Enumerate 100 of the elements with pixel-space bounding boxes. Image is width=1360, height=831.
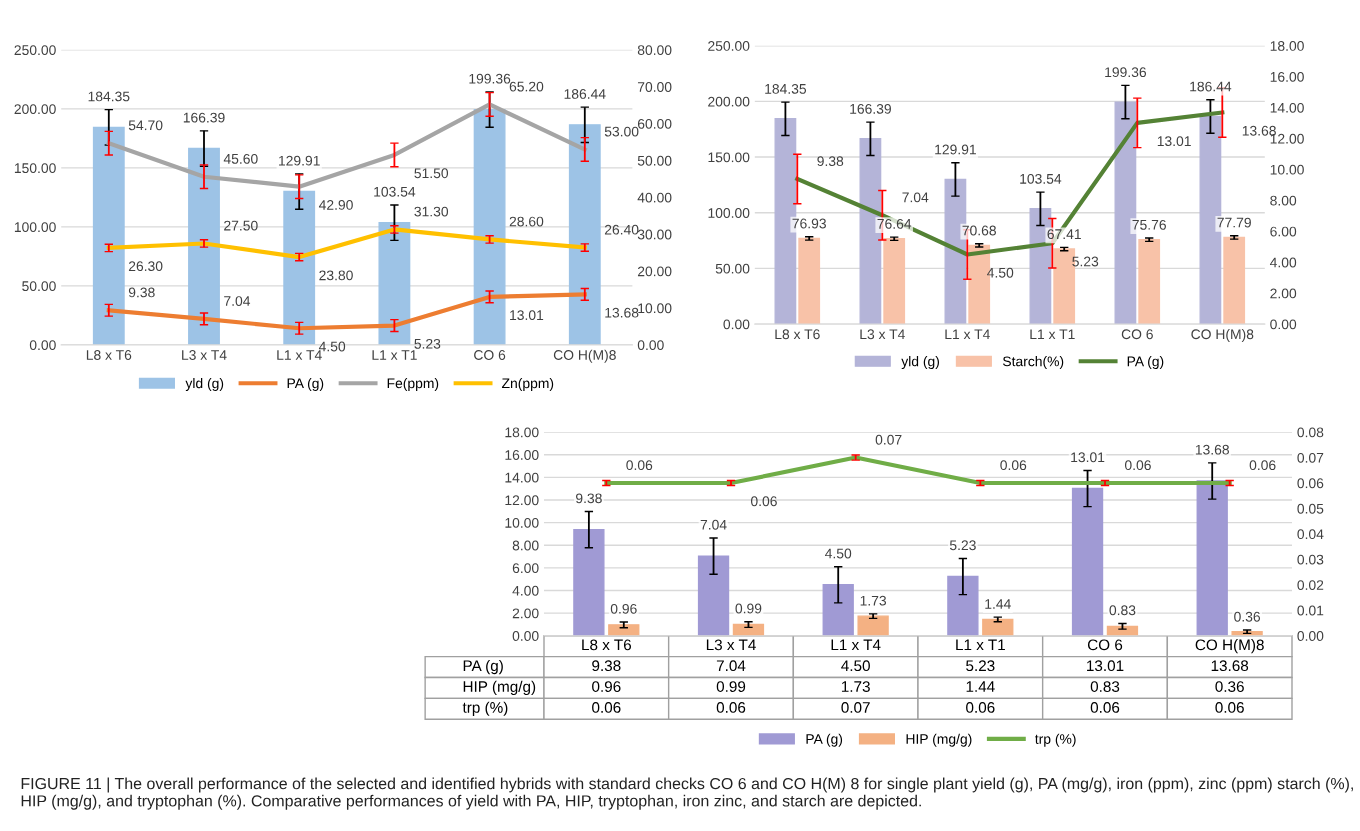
- y2-tick-label: 0.08: [1297, 427, 1324, 438]
- bar: [1138, 239, 1161, 325]
- legend-label: Fe(ppm): [387, 378, 439, 391]
- text: 5.23: [949, 540, 976, 551]
- data-label: 53.00: [604, 126, 639, 137]
- data-label: 76.93: [792, 218, 826, 229]
- data-label: 76.64: [877, 218, 912, 229]
- data-label: 166.39: [183, 112, 225, 123]
- text: 13.01: [1071, 452, 1105, 463]
- data-label: 0.36: [1215, 681, 1244, 692]
- y2-tick-label: 0.06: [1297, 478, 1324, 489]
- y-tick-label: 14.00: [505, 472, 539, 483]
- y-tick-label: 150.00: [14, 163, 56, 174]
- x-tick-label: L8 x T6: [775, 329, 820, 340]
- data-label: 77.79: [1217, 217, 1251, 228]
- text: 0.36: [1234, 611, 1261, 622]
- y-tick-label: 2.00: [512, 608, 539, 619]
- text: 0.06: [1000, 460, 1027, 471]
- data-label: 28.60: [509, 216, 544, 227]
- text: 0.06: [626, 460, 653, 471]
- data-label: 186.44: [1190, 81, 1232, 92]
- y2-tick-label: 0.00: [1297, 631, 1324, 641]
- y-tick-label: 10.00: [505, 517, 539, 528]
- text: 0.96: [610, 603, 637, 614]
- bar: [982, 618, 1014, 636]
- x-tick-label: L3 x T4: [182, 350, 227, 360]
- text: trp (%): [462, 701, 508, 716]
- bar: [473, 108, 506, 345]
- x-tick-label: L1 x T4: [945, 329, 990, 340]
- y2-tick-label: 0.01: [1297, 605, 1324, 616]
- text: 7.04: [700, 519, 727, 530]
- y2-tick-label: 30.00: [637, 229, 672, 240]
- data-label: 0.06: [966, 702, 995, 713]
- data-label: 65.20: [509, 81, 544, 92]
- data-label: 31.30: [414, 206, 449, 217]
- x-tick-label: L1 x T4: [831, 639, 881, 651]
- bar: [568, 124, 601, 345]
- y2-tick-label: 0.05: [1297, 503, 1324, 514]
- data-label: 27.50: [224, 220, 258, 231]
- y2-tick-label: 10.00: [638, 303, 672, 314]
- data-label: 75.76: [1132, 219, 1166, 230]
- y2-tick-label: 20.00: [637, 266, 672, 277]
- text: 13.68: [1195, 444, 1229, 455]
- data-label: 0.06: [592, 702, 621, 713]
- data-label: 0.96: [592, 681, 621, 692]
- y-tick-label: 200.00: [708, 96, 750, 107]
- data-label: 26.30: [128, 261, 163, 272]
- text: 1.44: [985, 599, 1011, 609]
- bar: [1071, 487, 1104, 636]
- x-tick-label: L1 x T1: [372, 350, 417, 360]
- legend-label: PA (g): [806, 733, 843, 747]
- y2-tick-label: 0.07: [1297, 452, 1324, 463]
- y-tick-label: 250.00: [14, 45, 56, 56]
- legend-label: PA (g): [287, 378, 324, 391]
- y2-tick-label: 16.00: [1270, 71, 1304, 82]
- data-label: 13.01: [1087, 660, 1124, 672]
- data-label: 199.36: [1105, 67, 1147, 78]
- y-tick-label: 16.00: [505, 450, 539, 460]
- text: PA (g): [463, 659, 503, 675]
- data-label: 42.90: [318, 200, 353, 210]
- data-label: 1.73: [841, 681, 870, 692]
- text: 4.50: [825, 548, 852, 559]
- data-label: 9.38: [817, 156, 844, 167]
- bar: [378, 221, 411, 345]
- data-label: 67.41: [1047, 229, 1081, 240]
- data-label: 0.06: [716, 702, 746, 713]
- data-label: 0.83: [1090, 681, 1120, 692]
- data-label: 5.23: [1072, 256, 1099, 267]
- data-label: 0.06: [1090, 702, 1120, 713]
- legend-label: Starch(%): [1002, 356, 1064, 370]
- x-tick-label: L8 x T6: [86, 350, 132, 360]
- data-label: 7.04: [224, 296, 251, 306]
- data-label: 4.50: [318, 341, 346, 352]
- text: 0.83: [1109, 605, 1136, 616]
- text: 1.73: [860, 595, 887, 606]
- y2-tick-label: 80.00: [637, 45, 672, 56]
- x-tick-label: CO 6: [1121, 329, 1153, 340]
- data-label: 51.50: [414, 168, 449, 179]
- legend-label: trp (%): [1035, 733, 1076, 747]
- bar: [697, 555, 730, 636]
- text: 0.06: [1124, 460, 1151, 471]
- bar: [1196, 480, 1228, 636]
- text: 0.06: [750, 496, 777, 507]
- y-tick-label: 8.00: [512, 540, 539, 551]
- legend-label: yld (g): [901, 356, 939, 370]
- data-label: 70.68: [962, 225, 996, 236]
- data-label: 23.80: [319, 270, 353, 281]
- bar: [798, 237, 821, 325]
- text: 9.38: [576, 493, 602, 504]
- y-tick-label: 0.00: [512, 631, 539, 641]
- y-tick-label: 100.00: [14, 222, 56, 233]
- y2-tick-label: 18.00: [1270, 41, 1304, 51]
- bar: [1223, 236, 1246, 325]
- caption: FIGURE 11 | The overall performance of the selected and identified hybrids with standard checks CO 6 and CO H(M) 8 for single plant yield (g), PA (mg/g), iron (ppm), zinc (ppm) starch (%), HIP (mg/g), and tryptophan (%). Comparative performances of yield with PA, HIP, tryptophan, iron zinc, and starch are depicted.: [21, 777, 1353, 810]
- data-label: 45.60: [223, 153, 258, 164]
- data-label: 5.23: [414, 338, 441, 349]
- data-label: 5.23: [966, 660, 995, 672]
- x-tick-label: CO H(M)8: [1195, 639, 1264, 654]
- data-label: 13.68: [605, 307, 639, 318]
- data-label: 129.91: [279, 155, 320, 166]
